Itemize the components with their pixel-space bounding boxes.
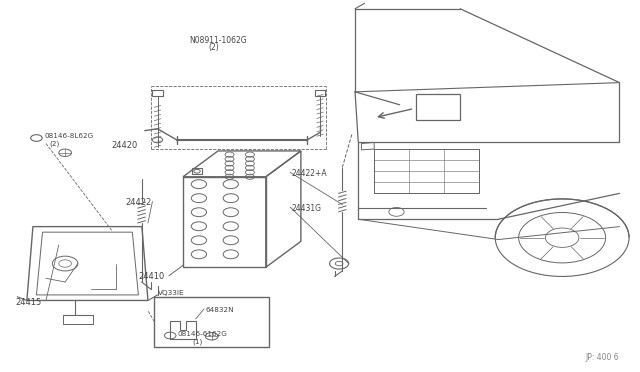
Text: (2): (2) xyxy=(49,140,60,147)
Text: N08911-1062G: N08911-1062G xyxy=(189,36,247,45)
Text: 24415: 24415 xyxy=(15,298,42,307)
Text: 24410: 24410 xyxy=(138,272,164,281)
Text: VQ33IE: VQ33IE xyxy=(157,290,184,296)
Text: 64832N: 64832N xyxy=(205,307,234,313)
Text: JP: 400 6: JP: 400 6 xyxy=(586,353,620,362)
Text: 08146-8L62G: 08146-8L62G xyxy=(44,133,93,139)
Text: 08146-6162G: 08146-6162G xyxy=(178,331,228,337)
Text: (1): (1) xyxy=(193,339,203,346)
Text: 24422+A: 24422+A xyxy=(291,169,327,177)
Text: 24431G: 24431G xyxy=(291,203,321,213)
Text: 24422: 24422 xyxy=(125,198,152,207)
Text: 24420: 24420 xyxy=(111,141,137,150)
Text: (2): (2) xyxy=(209,43,220,52)
